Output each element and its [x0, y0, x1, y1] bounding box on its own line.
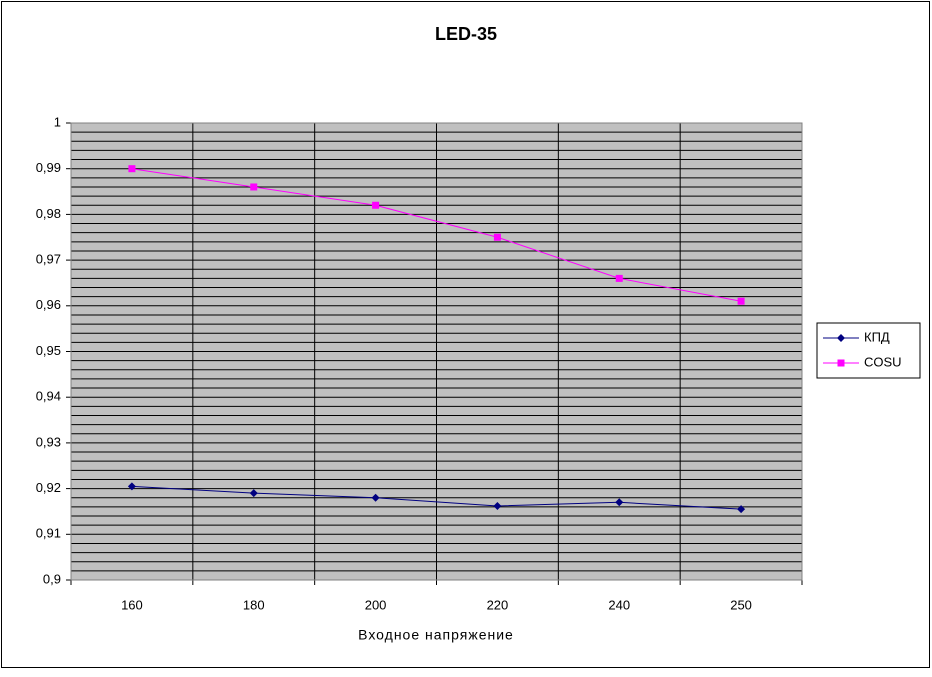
series-line [131, 168, 742, 302]
marker [249, 489, 258, 498]
y-tick-label: 0,99 [36, 160, 61, 175]
y-tick-label: 0,97 [36, 252, 61, 267]
y-tick-label: 0,98 [36, 206, 61, 221]
y-tick-label: 0,95 [36, 343, 61, 358]
marker [493, 501, 502, 510]
x-tick-label: 240 [608, 597, 630, 612]
marker [615, 274, 623, 282]
legend-label: КПД [864, 329, 890, 344]
marker [737, 505, 746, 514]
y-tick-label: 0,9 [43, 571, 61, 586]
y-tick-label: 1 [54, 114, 61, 129]
y-tick-label: 0,92 [36, 480, 61, 495]
marker [837, 334, 845, 342]
y-tick-label: 0,93 [36, 434, 61, 449]
y-tick-label: 0,91 [36, 526, 61, 541]
legend-label: COSU [864, 354, 902, 369]
chart-title: LED-35 [435, 24, 497, 44]
y-tick-label: 0,94 [36, 389, 61, 404]
x-tick-label: 180 [243, 597, 265, 612]
plot-border [70, 122, 803, 581]
marker [128, 165, 136, 173]
y-tick-label: 0,96 [36, 297, 61, 312]
x-tick-label: 160 [121, 597, 143, 612]
x-tick-label: 220 [487, 597, 509, 612]
marker [372, 201, 380, 209]
marker [371, 493, 380, 502]
x-axis-label: Входное напряжение [358, 627, 514, 643]
marker [837, 359, 845, 367]
legend-box [816, 322, 921, 379]
marker [737, 297, 745, 305]
marker [615, 498, 624, 507]
marker [127, 482, 136, 491]
series-line [131, 485, 742, 510]
x-tick-label: 250 [730, 597, 752, 612]
x-tick-label: 200 [365, 597, 387, 612]
marker [493, 233, 501, 241]
marker [250, 183, 258, 191]
